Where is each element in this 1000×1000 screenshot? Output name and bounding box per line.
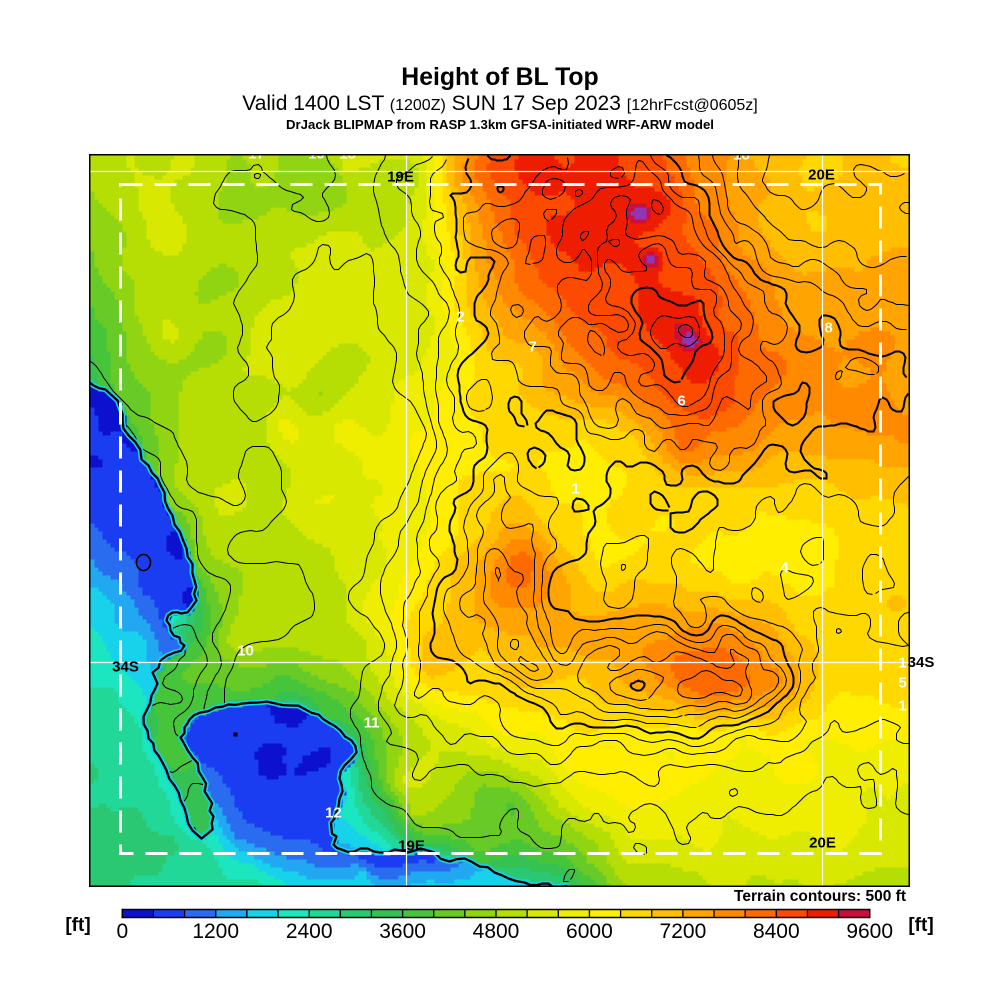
svg-text:19: 19 bbox=[308, 154, 325, 163]
svg-text:7200: 7200 bbox=[660, 920, 707, 943]
svg-text:6: 6 bbox=[677, 392, 685, 409]
svg-text:18: 18 bbox=[339, 154, 356, 163]
svg-text:4: 4 bbox=[780, 559, 789, 576]
svg-text:12: 12 bbox=[325, 804, 342, 821]
svg-text:10: 10 bbox=[237, 642, 254, 659]
svg-text:19E: 19E bbox=[398, 837, 425, 854]
svg-text:7: 7 bbox=[528, 338, 536, 355]
svg-text:3600: 3600 bbox=[379, 920, 426, 943]
svg-text:1200: 1200 bbox=[192, 920, 239, 943]
svg-text:11: 11 bbox=[363, 714, 379, 731]
svg-text:8: 8 bbox=[824, 319, 832, 336]
svg-text:2: 2 bbox=[456, 308, 464, 325]
svg-text:19E: 19E bbox=[387, 168, 414, 185]
svg-text:4800: 4800 bbox=[473, 920, 520, 943]
svg-text:17: 17 bbox=[248, 154, 265, 163]
svg-text:6000: 6000 bbox=[566, 920, 613, 943]
svg-text:[ft]: [ft] bbox=[65, 915, 90, 936]
svg-text:20E: 20E bbox=[809, 834, 836, 851]
svg-text:18: 18 bbox=[733, 154, 750, 164]
svg-text:1: 1 bbox=[571, 480, 579, 497]
svg-text:0: 0 bbox=[116, 920, 128, 943]
svg-text:[ft]: [ft] bbox=[908, 915, 933, 936]
svg-text:9600: 9600 bbox=[846, 920, 893, 943]
svg-text:Terrain contours: 500 ft: Terrain contours: 500 ft bbox=[734, 888, 906, 905]
svg-text:1: 1 bbox=[898, 697, 906, 714]
svg-text:8400: 8400 bbox=[753, 920, 800, 943]
svg-text:5: 5 bbox=[898, 674, 906, 691]
svg-text:1: 1 bbox=[898, 654, 906, 671]
svg-text:34S: 34S bbox=[112, 658, 139, 675]
svg-text:34S: 34S bbox=[908, 654, 935, 671]
svg-text:20E: 20E bbox=[808, 166, 835, 183]
svg-text:2400: 2400 bbox=[286, 920, 333, 943]
